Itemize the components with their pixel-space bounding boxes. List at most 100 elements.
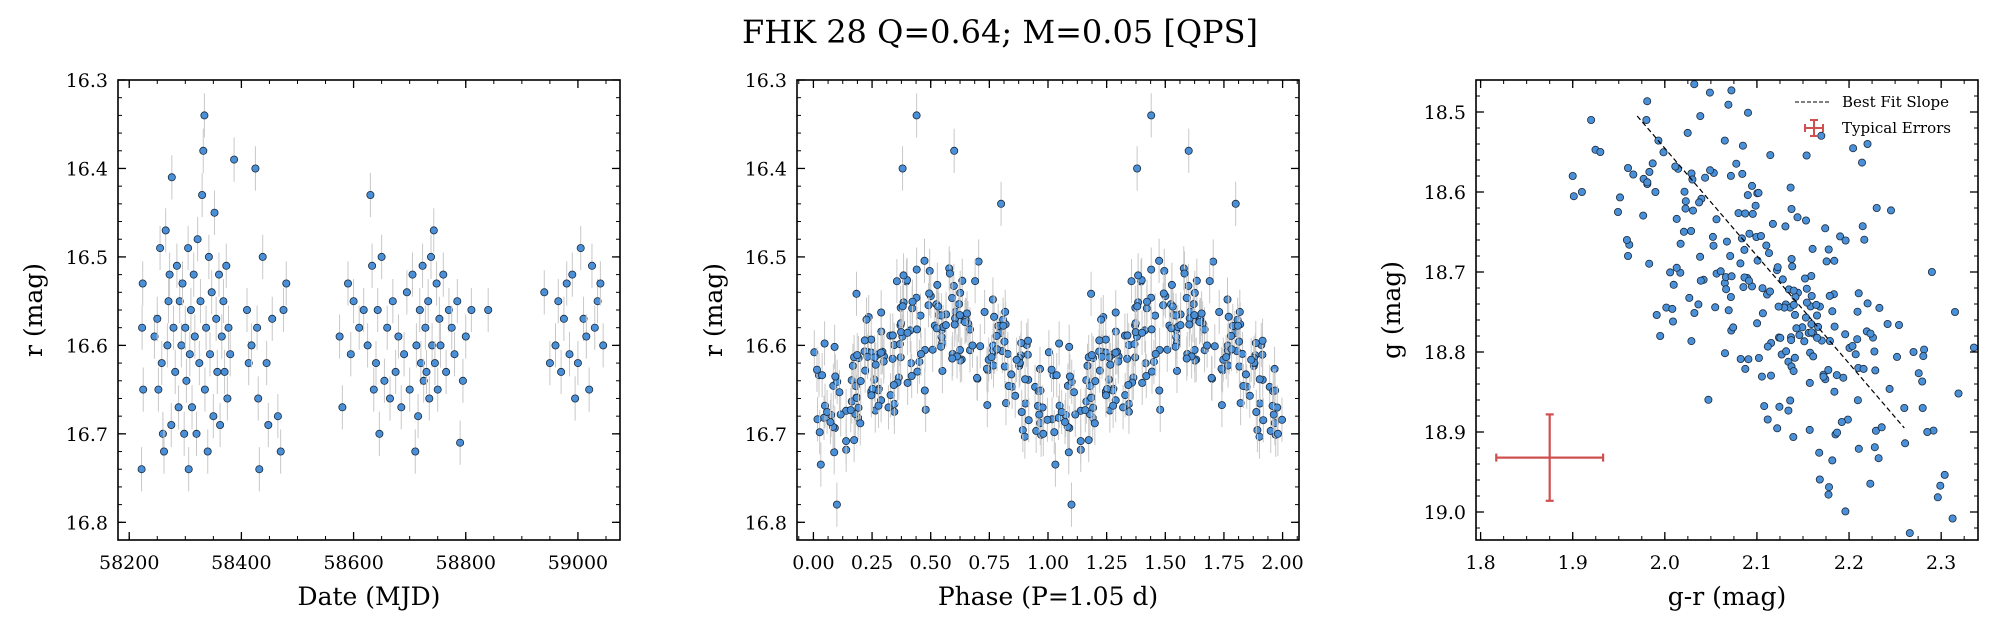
data-point <box>1011 391 1020 400</box>
data-point <box>230 155 239 164</box>
data-point <box>458 376 467 385</box>
data-point <box>1252 407 1261 416</box>
data-point <box>338 403 347 412</box>
data-point <box>1789 300 1798 309</box>
data-point <box>185 350 194 359</box>
data-point <box>1184 146 1193 155</box>
data-point <box>195 359 204 368</box>
data-point <box>1672 214 1681 223</box>
data-point <box>1726 251 1735 260</box>
data-point <box>425 394 434 403</box>
data-point <box>1821 224 1830 233</box>
data-point <box>948 293 957 302</box>
data-point <box>1948 514 1957 523</box>
data-point <box>576 244 585 253</box>
data-point <box>1813 311 1822 320</box>
data-point <box>1866 329 1875 338</box>
data-point <box>1253 426 1262 435</box>
data-point <box>1853 335 1862 344</box>
data-point <box>997 199 1006 208</box>
data-point <box>937 311 946 320</box>
data-point <box>164 297 173 306</box>
data-point <box>418 261 427 270</box>
y-tick-label: 16.8 <box>66 512 108 534</box>
data-point <box>1729 323 1738 332</box>
data-point <box>442 367 451 376</box>
data-point <box>1645 167 1654 176</box>
data-point <box>1123 331 1132 340</box>
data-point <box>177 341 186 350</box>
data-point <box>1813 333 1822 342</box>
data-point <box>1753 256 1762 265</box>
data-point <box>193 235 202 244</box>
data-point <box>210 208 219 217</box>
data-point <box>836 410 845 419</box>
y-axis-label: g (mag) <box>1377 261 1406 359</box>
data-point <box>1614 207 1623 216</box>
data-point <box>565 350 574 359</box>
data-point <box>1883 319 1892 328</box>
data-point <box>1786 183 1795 192</box>
data-point <box>1235 337 1244 346</box>
data-point <box>1901 439 1910 448</box>
data-point <box>1596 147 1605 156</box>
data-point <box>1133 302 1142 311</box>
data-point <box>980 307 989 316</box>
data-point <box>1757 372 1766 381</box>
data-point <box>355 323 364 332</box>
data-point <box>1689 206 1698 215</box>
data-point <box>1696 112 1705 121</box>
data-point <box>554 297 563 306</box>
data-point <box>948 354 957 363</box>
data-point <box>199 146 208 155</box>
data-point <box>1577 187 1586 196</box>
data-point <box>1000 337 1009 346</box>
data-point <box>1830 256 1839 265</box>
x-tick-label: 2.1 <box>1742 552 1772 574</box>
data-point <box>1065 372 1074 381</box>
data-point <box>1841 330 1850 339</box>
plot-frame <box>117 79 621 541</box>
data-point <box>1791 310 1800 319</box>
data-point <box>1083 361 1092 370</box>
data-point <box>1241 370 1250 379</box>
data-point <box>1690 308 1699 317</box>
data-point <box>1767 371 1776 380</box>
y-tick-label: 18.7 <box>1424 262 1466 284</box>
data-point <box>268 314 277 323</box>
data-point <box>854 403 863 412</box>
data-point <box>1695 198 1704 207</box>
data-point <box>1227 331 1236 340</box>
data-point <box>1624 163 1633 172</box>
data-point <box>889 380 898 389</box>
data-point <box>1802 216 1811 225</box>
data-point <box>1758 284 1767 293</box>
data-point <box>1121 391 1130 400</box>
data-point <box>898 164 907 173</box>
data-point <box>1648 159 1657 168</box>
data-point <box>1076 437 1085 446</box>
data-point <box>349 297 358 306</box>
ticks-layer: 1.8 1.9 2.0 2.1 2.2 2.3 18.5 18.6 18.7 18.8 18.9 19… <box>1424 80 1978 574</box>
data-point <box>903 378 912 387</box>
data-point <box>429 226 438 235</box>
data-point <box>585 385 594 394</box>
data-point <box>934 302 943 311</box>
data-point <box>192 429 201 438</box>
data-point <box>810 348 819 357</box>
data-point <box>1895 320 1904 329</box>
data-point <box>139 385 148 394</box>
data-point <box>1744 108 1753 117</box>
data-point <box>1086 382 1095 391</box>
data-point <box>1111 348 1120 357</box>
data-point <box>1706 166 1715 175</box>
data-point <box>1124 380 1133 389</box>
data-point <box>1775 402 1784 411</box>
data-point <box>207 288 216 297</box>
data-point <box>1142 371 1151 380</box>
data-point <box>913 325 922 334</box>
data-point <box>1709 241 1718 250</box>
data-point <box>412 341 421 350</box>
data-point <box>400 350 409 359</box>
data-point <box>1786 396 1795 405</box>
